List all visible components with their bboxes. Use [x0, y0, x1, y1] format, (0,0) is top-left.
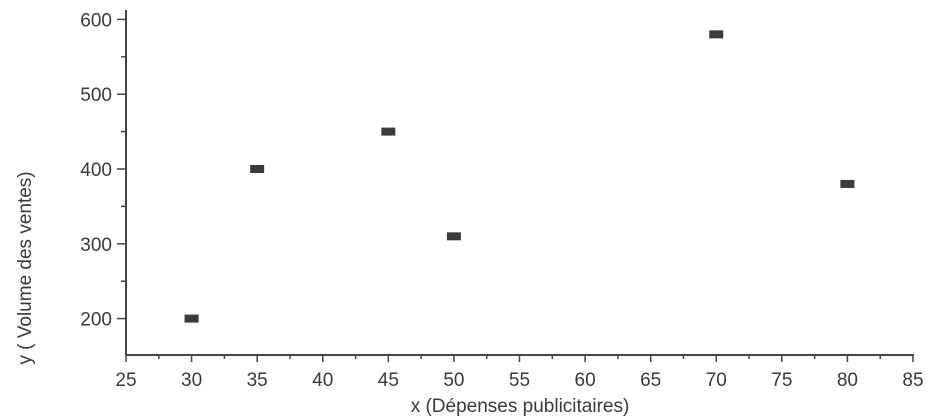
- x-tick-label: 85: [902, 370, 923, 391]
- x-tick-label: 40: [312, 370, 333, 391]
- y-axis: 200 300 400 500 600: [80, 10, 127, 355]
- data-point: [184, 314, 199, 323]
- x-tick-label: 65: [640, 370, 661, 391]
- y-tick-label: 300: [80, 235, 112, 256]
- x-tick-label: 80: [837, 370, 858, 391]
- x-tick-label: 25: [115, 370, 136, 391]
- data-point: [446, 232, 461, 241]
- x-tick-label: 30: [181, 370, 202, 391]
- x-tick-label: 70: [706, 370, 727, 391]
- y-tick-label: 600: [80, 10, 112, 31]
- data-point: [250, 165, 265, 173]
- x-tick-label: 75: [771, 370, 792, 391]
- data-point: [709, 30, 724, 39]
- y-tick-label: 200: [80, 310, 112, 331]
- data-point: [381, 127, 396, 136]
- x-tick-label: 60: [575, 370, 596, 391]
- y-tick-label: 400: [80, 160, 112, 181]
- y-axis-title: y ( Volume des ventes): [15, 171, 36, 364]
- y-tick-label: 500: [80, 85, 112, 106]
- data-points: [184, 30, 855, 323]
- x-axis-title: x (Dépenses publicitaires): [411, 396, 630, 417]
- x-axis: 25 30 35 40 45 50 55 60 65 70 75 80 85: [115, 354, 924, 391]
- data-point: [840, 179, 855, 188]
- x-tick-label: 55: [509, 370, 530, 391]
- x-tick-label: 50: [443, 370, 464, 391]
- x-tick-label: 45: [378, 370, 399, 391]
- x-tick-label: 35: [247, 370, 268, 391]
